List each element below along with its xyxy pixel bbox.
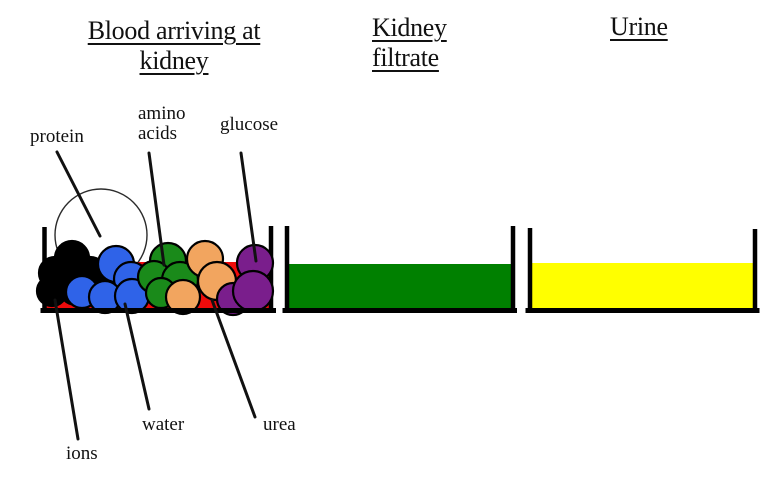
blood-title-line2: kidney [139,46,209,75]
amino-acids-label-line1: amino [138,103,186,124]
glucose-leader-line [239,151,258,263]
glucose-particle [231,269,275,313]
water-label: water [142,414,185,435]
water-leader-line [123,302,151,411]
leader-lines [53,150,258,441]
filtrate-title-line1: Kidney [372,13,447,42]
amino-acids-label: amino acids [138,104,186,144]
urine-liquid [532,263,753,309]
amino-acids-leader-line [147,151,166,267]
glucose-particles [215,243,275,317]
filtrate-title: Kidney filtrate [372,13,447,73]
amino-acids-label-line2: acids [138,123,178,144]
urea-label: urea [263,414,296,435]
protein-label: protein [30,126,84,147]
filtrate-liquid [289,264,512,309]
protein-leader-line [55,150,102,238]
ions-leader-line [53,298,80,441]
urea-particle [164,278,202,316]
ions-label: ions [66,443,98,464]
blood-title-line1: Blood arriving at [87,16,261,45]
urine-title: Urine [610,12,668,42]
blood-title: Blood arriving at kidney [54,16,294,76]
filtrate-title-line2: filtrate [372,43,439,72]
urea-leader-line [210,298,257,419]
glucose-label: glucose [220,114,279,135]
urine-title-text: Urine [610,12,668,41]
